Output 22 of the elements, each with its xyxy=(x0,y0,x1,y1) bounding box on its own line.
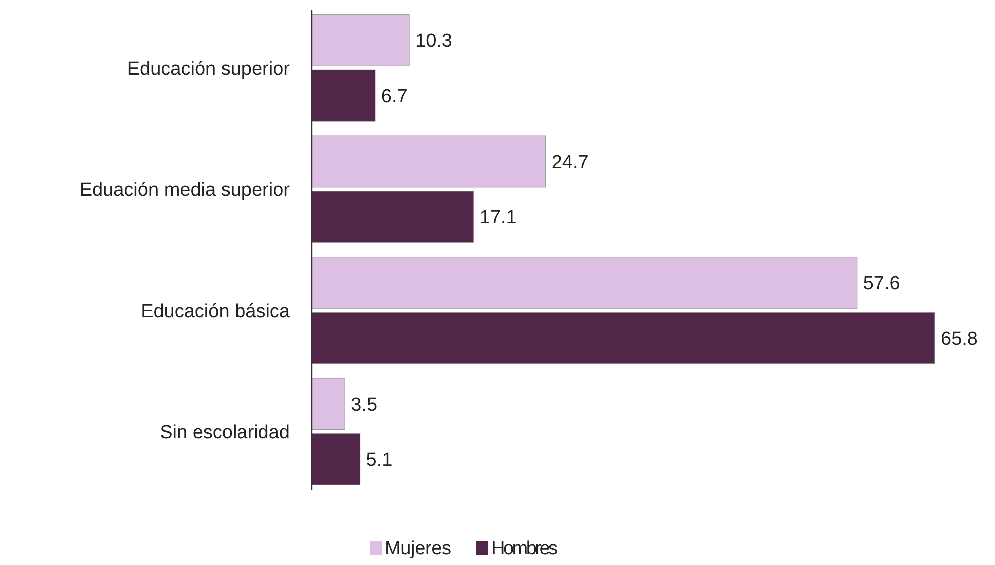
bar xyxy=(312,378,346,430)
bar xyxy=(312,14,410,66)
legend-label: Mujeres xyxy=(385,538,452,560)
y-tick-label: Eduación media superior xyxy=(80,180,291,202)
data-label: 5.1 xyxy=(366,450,393,472)
data-label: 65.8 xyxy=(941,328,978,350)
bar xyxy=(312,191,474,244)
y-tick-label: Sin escolaridad xyxy=(160,422,290,444)
data-label: 6.7 xyxy=(381,86,408,108)
bar xyxy=(312,70,376,122)
data-label: 10.3 xyxy=(416,31,453,52)
bar xyxy=(312,434,361,486)
data-label: 3.5 xyxy=(351,394,378,416)
data-label: 24.7 xyxy=(552,152,589,174)
bar xyxy=(312,312,936,364)
data-label: 57.6 xyxy=(863,274,900,295)
y-tick-label: Educación superior xyxy=(127,58,291,80)
y-tick-label: Educación básica xyxy=(141,301,290,322)
bar xyxy=(312,136,546,188)
data-label: 17.1 xyxy=(480,208,517,229)
bar xyxy=(312,256,858,309)
legend-label: Hombres xyxy=(492,538,558,560)
